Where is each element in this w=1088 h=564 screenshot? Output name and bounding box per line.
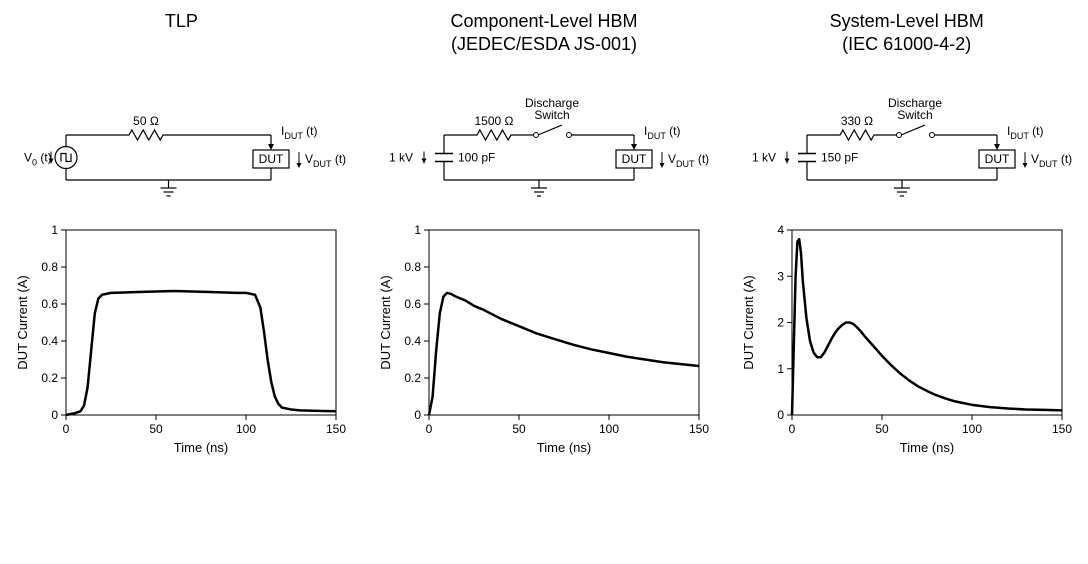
- circuit-diagram: 1 kV150 pF330 ΩDischargeSwitchIDUT (t)DU…: [737, 80, 1077, 220]
- idut-label: IDUT (t): [1007, 124, 1044, 141]
- ytick-label: 4: [777, 223, 784, 237]
- ytick-label: 0.4: [404, 334, 421, 348]
- voltage-label: 1 kV: [389, 151, 413, 165]
- resistor-label: 330 Ω: [841, 114, 873, 128]
- panel-title: Component-Level HBM(JEDEC/ESDA JS-001): [450, 10, 637, 60]
- ylabel: DUT Current (A): [15, 275, 30, 369]
- switch-label-2: Switch: [534, 108, 569, 122]
- capacitor-label: 100 pF: [458, 151, 495, 165]
- xtick-label: 0: [426, 422, 433, 436]
- ytick-label: 0: [52, 408, 59, 422]
- xtick-label: 100: [962, 422, 982, 436]
- waveform-chart: 0 50 100 150 0 1 2 3 4 Time (ns) DUT Current (A): [737, 220, 1077, 460]
- circuit-diagram: V0 (t) 50 Ω IDUT (t) DUT VDUT (t): [11, 80, 351, 220]
- ytick-label: 0.6: [404, 297, 421, 311]
- ylabel: DUT Current (A): [741, 275, 756, 369]
- xtick-label: 150: [1052, 422, 1072, 436]
- ytick-label: 0.8: [42, 260, 59, 274]
- ytick-label: 2: [777, 316, 784, 330]
- xtick-label: 0: [788, 422, 795, 436]
- panel-0: TLP V0 (t) 50 Ω IDUT (t) DUT VDUT (t) 0 50 100 15…: [10, 10, 353, 460]
- waveform-chart: 0 50 100 150 0 0.2 0.4 0.6 0.8 1 Time (ns) DUT Curr…: [374, 220, 714, 460]
- xtick-label: 100: [599, 422, 619, 436]
- dut-label: DUT: [984, 152, 1009, 166]
- source-label: V0 (t): [24, 151, 52, 168]
- ytick-label: 0: [777, 408, 784, 422]
- ytick-label: 0.2: [404, 371, 421, 385]
- plot-frame: [792, 230, 1062, 415]
- plot-frame: [66, 230, 336, 415]
- ytick-label: 0.4: [42, 334, 59, 348]
- ytick-label: 1: [777, 362, 784, 376]
- idut-label: IDUT (t): [644, 124, 681, 141]
- ytick-label: 3: [777, 269, 784, 283]
- waveform: [429, 293, 699, 415]
- resistor-label: 50 Ω: [134, 114, 160, 128]
- xtick-label: 50: [150, 422, 164, 436]
- vdut-label: VDUT (t): [1031, 152, 1072, 169]
- xtick-label: 100: [236, 422, 256, 436]
- ytick-label: 1: [414, 223, 421, 237]
- circuit-diagram: 1 kV100 pF1500 ΩDischargeSwitchIDUT (t)D…: [374, 80, 714, 220]
- panel-title: TLP: [165, 10, 198, 60]
- panel-1: Component-Level HBM(JEDEC/ESDA JS-001) 1 …: [373, 10, 716, 460]
- switch-label-2: Switch: [897, 108, 932, 122]
- ytick-label: 0: [414, 408, 421, 422]
- waveform: [66, 291, 336, 415]
- dut-label: DUT: [259, 152, 284, 166]
- dut-label: DUT: [622, 152, 647, 166]
- resistor-label: 1500 Ω: [475, 114, 514, 128]
- capacitor-label: 150 pF: [821, 151, 858, 165]
- ytick-label: 0.6: [42, 297, 59, 311]
- xtick-label: 150: [326, 422, 346, 436]
- ylabel: DUT Current (A): [378, 275, 393, 369]
- ytick-label: 0.8: [404, 260, 421, 274]
- ytick-label: 1: [52, 223, 59, 237]
- vdut-label: VDUT (t): [668, 152, 709, 169]
- ytick-label: 0.2: [42, 371, 59, 385]
- plot-frame: [429, 230, 699, 415]
- voltage-label: 1 kV: [752, 151, 776, 165]
- waveform-chart: 0 50 100 150 0 0.2 0.4 0.6 0.8 1 Time (ns) DUT Curr…: [11, 220, 351, 460]
- xlabel: Time (ns): [899, 440, 953, 455]
- vdut-label: VDUT (t): [305, 152, 346, 169]
- waveform: [792, 239, 1062, 415]
- xtick-label: 150: [689, 422, 709, 436]
- xlabel: Time (ns): [537, 440, 591, 455]
- xtick-label: 50: [875, 422, 889, 436]
- xlabel: Time (ns): [174, 440, 228, 455]
- panel-2: System-Level HBM(IEC 61000-4-2) 1 kV 150 p…: [735, 10, 1078, 460]
- xtick-label: 50: [512, 422, 526, 436]
- panel-title: System-Level HBM(IEC 61000-4-2): [830, 10, 984, 60]
- xtick-label: 0: [63, 422, 70, 436]
- idut-label: IDUT (t): [281, 124, 318, 141]
